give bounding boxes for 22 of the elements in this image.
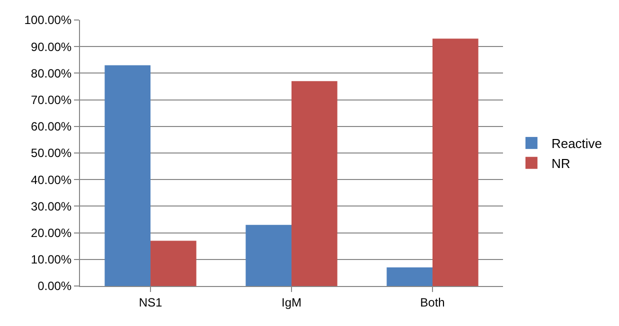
y-tick-label: 80.00% [30, 66, 72, 80]
x-tick-label: Both [420, 295, 445, 310]
x-tick-label: IgM [281, 295, 302, 310]
bar [292, 81, 338, 286]
y-tick-label: 100.00% [24, 13, 72, 28]
y-tick-label: 70.00% [30, 93, 72, 107]
y-tick-label: 10.00% [30, 252, 72, 267]
y-tick-label: 40.00% [30, 172, 72, 187]
x-tick-label: NS1 [138, 295, 162, 310]
legend-label: Reactive [551, 136, 602, 152]
legend-label: NR [551, 156, 570, 171]
bar [246, 224, 292, 286]
bar [386, 267, 432, 286]
y-tick-label: 90.00% [30, 40, 72, 54]
y-tick-label: 20.00% [30, 226, 72, 240]
y-tick-label: 30.00% [30, 199, 72, 214]
y-tick-label: 50.00% [30, 146, 72, 160]
bar [432, 38, 478, 286]
y-tick-label: 60.00% [30, 120, 72, 134]
y-tick-label: 0.00% [38, 279, 72, 294]
bar [104, 65, 150, 286]
bar [150, 240, 196, 286]
